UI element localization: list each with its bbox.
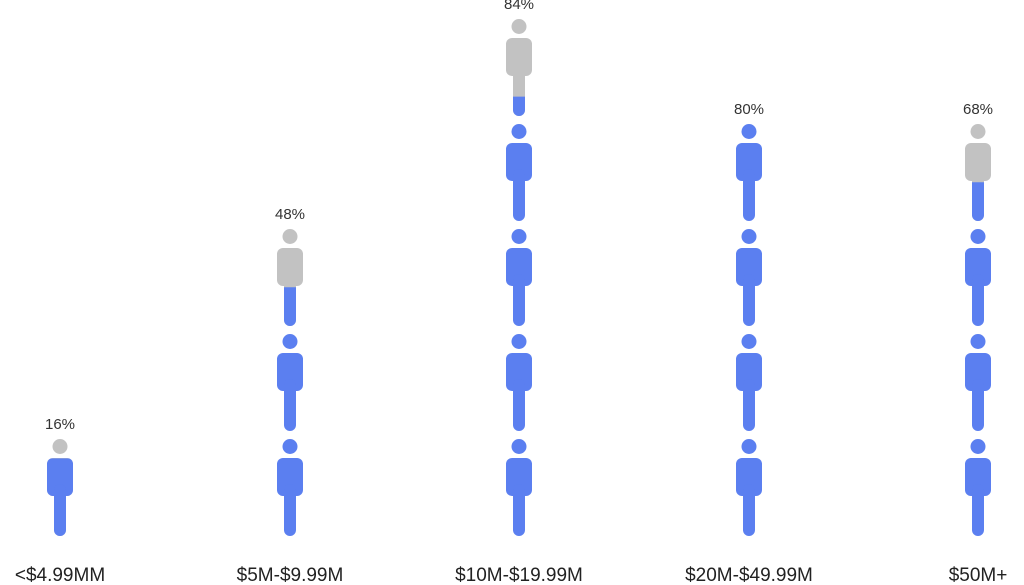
person-icon — [277, 229, 303, 326]
person-icon — [736, 229, 762, 326]
category-label: $20M-$49.99M — [685, 565, 813, 585]
person-icon — [965, 124, 991, 221]
person-icon — [506, 439, 532, 536]
person-icon — [506, 124, 532, 221]
category-label: $10M-$19.99M — [455, 565, 583, 585]
person-icon — [277, 334, 303, 431]
category-labels: <$4.99MM $5M-$9.99M $10M-$19.99M $20M-$4… — [15, 565, 1007, 585]
category-label: <$4.99MM — [15, 565, 105, 585]
person-icon — [736, 124, 762, 221]
person-icon — [965, 229, 991, 326]
person-icon — [506, 229, 532, 326]
category-label: $5M-$9.99M — [237, 565, 344, 585]
icons-layer — [47, 19, 991, 536]
person-icon — [47, 439, 73, 536]
person-icon — [736, 334, 762, 431]
value-label: 80% — [734, 101, 764, 118]
person-icon — [736, 439, 762, 536]
person-icon — [965, 334, 991, 431]
category-label: $50M+ — [949, 565, 1008, 585]
value-labels: 16% 48% 84% 80% 68% — [45, 0, 993, 433]
person-icon — [277, 439, 303, 536]
value-label: 68% — [963, 101, 993, 118]
value-label: 84% — [504, 0, 534, 13]
person-icon — [506, 19, 532, 116]
value-label: 48% — [275, 206, 305, 223]
person-icon — [965, 439, 991, 536]
person-icon — [506, 334, 532, 431]
value-label: 16% — [45, 416, 75, 433]
